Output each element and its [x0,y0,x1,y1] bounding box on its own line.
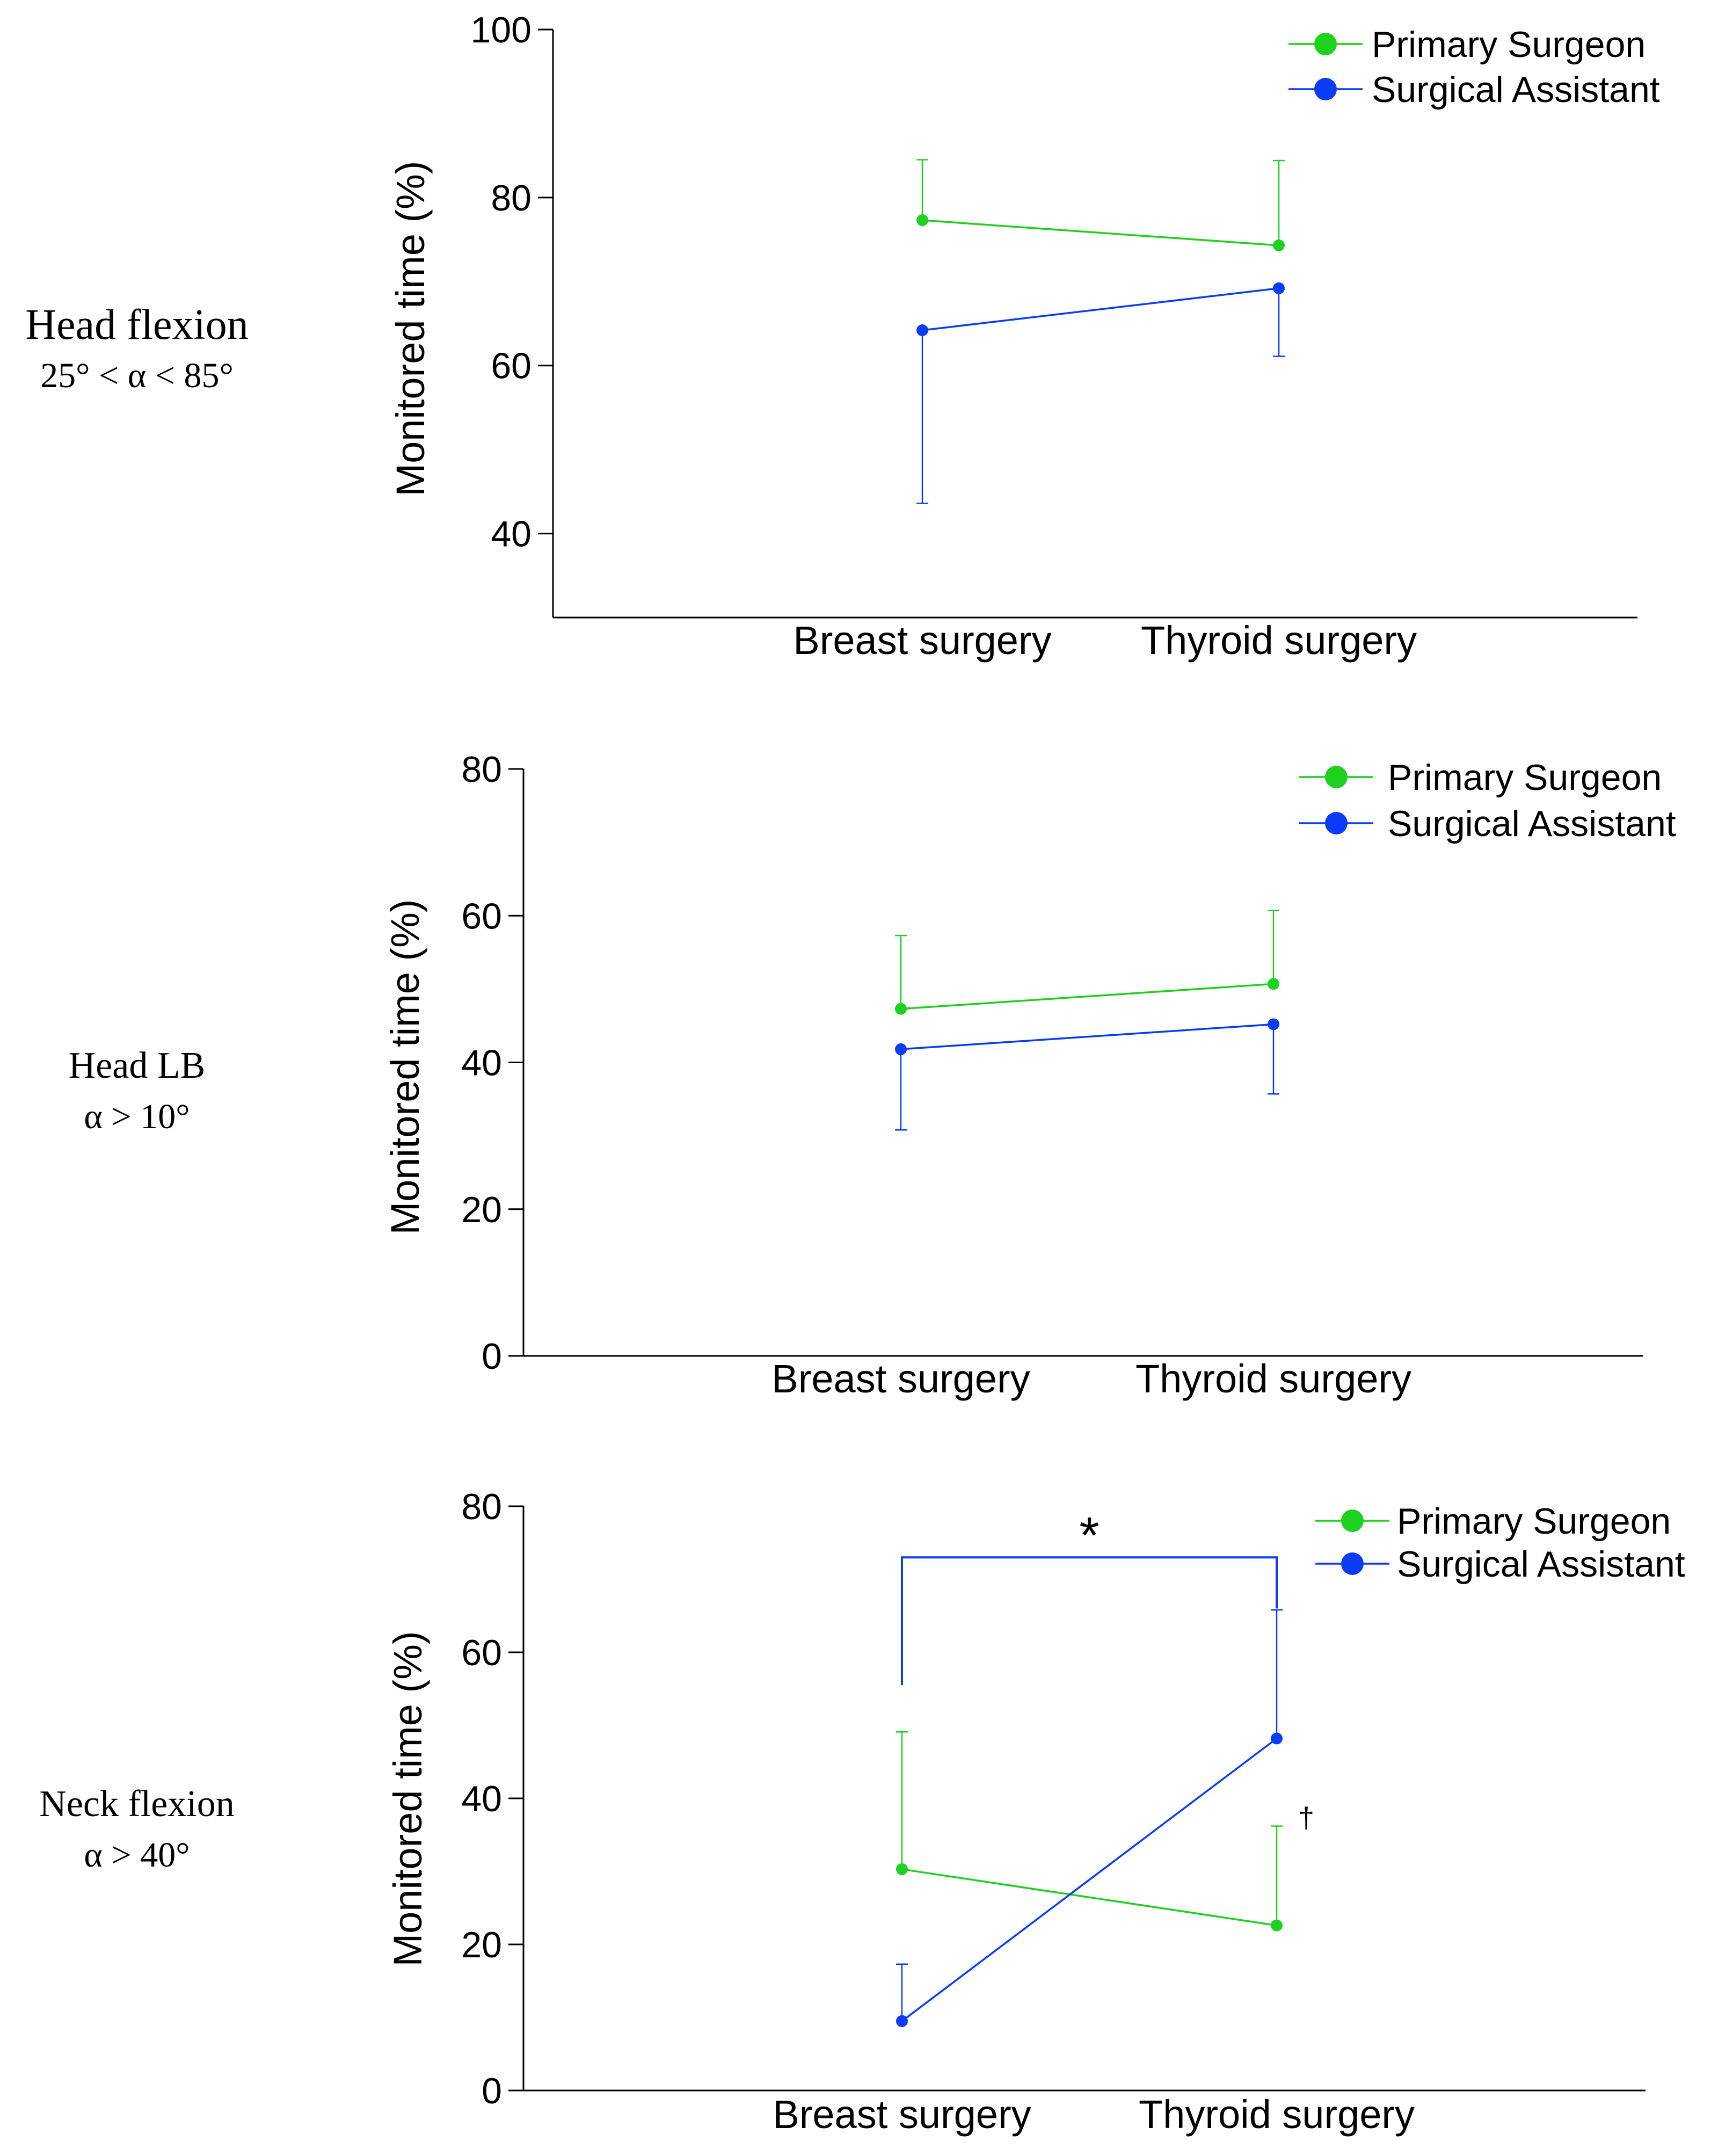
x-category-label: Thyroid surgery [1139,2092,1415,2137]
row-label-neck-flexion: Neck flexion α > 40° [0,1777,274,1879]
data-point [1268,1018,1279,1030]
data-point [1268,978,1279,990]
y-tick-label: 40 [461,1043,502,1084]
series-line-surgical-assistant [901,1738,1278,2022]
data-point [1271,1732,1283,1745]
series-line-primary-surgeon [901,1868,1277,1927]
dagger-marker: † [1298,1802,1314,1834]
y-tick-label: 60 [461,1632,502,1673]
y-tick-label: 60 [491,346,532,387]
chart-panel-1: 40 60 80 100 Monitored time (%) Breast surger… [388,10,1660,663]
y-axis-label: Monitored time (%) [388,161,433,496]
data-point [895,1043,907,1055]
legend-marker [1325,812,1348,834]
x-category-label: Thyroid surgery [1135,1356,1411,1401]
row-label-condition: α > 10° [84,1097,190,1136]
y-tick-label: 40 [461,1778,502,1819]
y-tick-label: 20 [461,1925,502,1965]
y-tick-label: 20 [461,1189,502,1230]
data-point [916,324,928,337]
legend-marker [1341,1509,1364,1532]
legend-marker [1314,78,1337,100]
y-tick-label: 80 [491,178,532,219]
row-label-condition: α > 40° [84,1835,190,1875]
legend-marker [1314,33,1337,55]
chart-panel-2: 0 20 40 60 80 Monitored time (%) Breast surger… [383,749,1676,1401]
y-tick-label: 100 [471,10,532,50]
y-tick-label: 80 [461,749,502,790]
data-point [1273,239,1285,252]
significance-marker: * [1079,1507,1099,1564]
series-line-primary-surgeon [922,219,1279,246]
series-line-surgical-assistant [900,1023,1274,1050]
data-point [1271,1919,1283,1932]
legend-label: Primary Surgeon [1388,757,1662,798]
data-point [896,1863,908,1875]
x-category-label: Breast surgery [771,1356,1030,1401]
legend-label: Primary Surgeon [1372,24,1646,65]
y-tick-label: 80 [461,1486,502,1527]
y-axis-label: Monitored time (%) [385,1631,430,1966]
y-axis-label: Monitored time (%) [383,899,427,1235]
row-label-title: Head flexion [25,301,249,349]
data-point [1273,282,1285,294]
series-line-surgical-assistant [922,287,1279,331]
series-line-primary-surgeon [900,983,1274,1010]
legend-label: Surgical Assistant [1397,1544,1685,1585]
legend-label: Surgical Assistant [1388,803,1676,844]
data-point [916,214,928,227]
y-tick-label: 0 [482,1336,502,1377]
row-label-title: Head LB [68,1045,206,1086]
legend-marker [1325,766,1348,788]
x-category-label: Thyroid surgery [1141,618,1417,663]
row-label-head-lb: Head LB α > 10° [0,1039,274,1141]
legend-marker [1341,1552,1364,1575]
y-tick-label: 0 [482,2071,502,2111]
legend-label: Surgical Assistant [1372,69,1660,110]
row-label-condition: 25° < α < 85° [40,356,234,395]
legend-label: Primary Surgeon [1397,1501,1671,1542]
row-label-title: Neck flexion [39,1783,235,1825]
significance-bracket [901,1556,1278,1686]
chart-panel-3: 0 20 40 60 80 Monitored time (%) Breast surger… [385,1486,1685,2137]
x-category-label: Breast surgery [793,618,1051,663]
row-label-head-flexion: Head flexion 25° < α < 85° [0,298,274,400]
y-tick-label: 40 [491,514,532,555]
data-point [896,2015,908,2027]
y-tick-label: 60 [461,896,502,937]
data-point [895,1003,907,1015]
x-category-label: Breast surgery [773,2092,1031,2137]
